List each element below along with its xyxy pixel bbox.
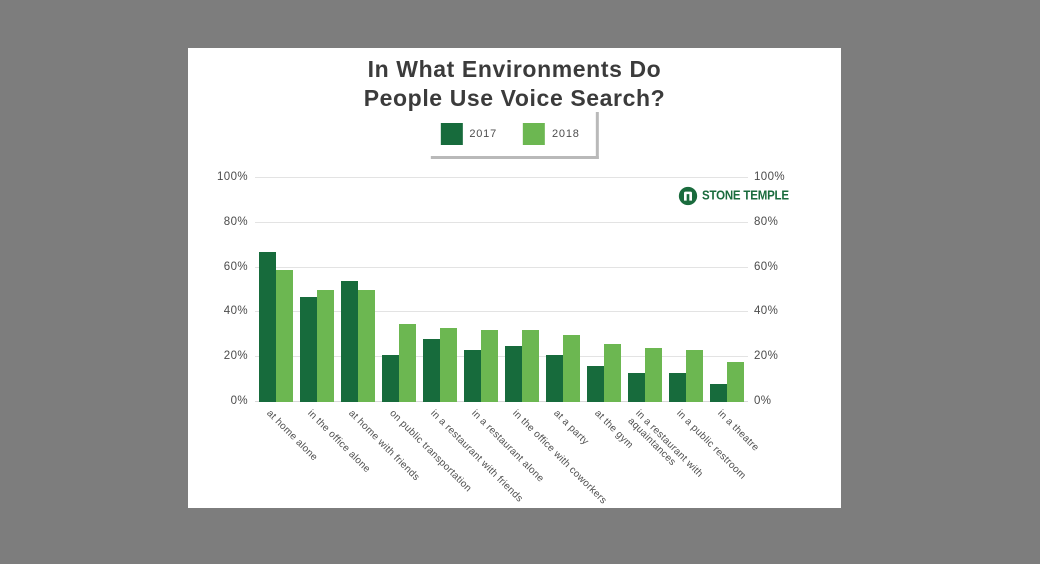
y-tick-right-0: 0% xyxy=(754,395,772,407)
y-tick-left-80: 80% xyxy=(223,215,248,228)
bar-group-at-a-party xyxy=(543,178,584,402)
x-label-at-home-with-friends: at home with friends xyxy=(345,408,422,484)
bar-2017-in-a-theatre xyxy=(710,384,728,402)
bar-2017-in-a-restaurant-with-friends xyxy=(422,339,440,402)
bar-2018-at-a-party xyxy=(563,334,581,402)
y-axis-left: 0% 20% 40% 60% 80% 100% xyxy=(188,171,248,407)
plot-area xyxy=(255,177,748,402)
bar-2018-in-a-theatre xyxy=(727,361,745,402)
bar-group-in-the-office-alone xyxy=(296,178,337,402)
bar-2018-on-public-transportation xyxy=(398,323,416,402)
legend-item-2018: 2018 xyxy=(523,123,580,145)
bar-2017-in-the-office-with-coworkers xyxy=(505,346,522,402)
y-tick-left-0: 0% xyxy=(230,395,248,407)
bar-2018-in-a-restaurant-alone xyxy=(480,330,498,402)
bar-2018-in-the-office-with-coworkers xyxy=(522,330,539,402)
legend-item-2017: 2017 xyxy=(440,123,497,145)
y-tick-right-40: 40% xyxy=(754,305,779,318)
legend-label-2018: 2018 xyxy=(552,128,580,140)
y-tick-left-20: 20% xyxy=(223,350,248,363)
x-label-on-public-transportation: on public transportation xyxy=(387,408,474,495)
gridline-80 xyxy=(255,221,748,223)
gridline-40 xyxy=(255,311,748,313)
bar-2017-at-the-gym xyxy=(587,366,605,402)
bar-group-at-the-gym xyxy=(584,178,625,402)
x-label-at-a-party: at a party xyxy=(551,408,591,448)
chart-title: In What Environments Do People Use Voice… xyxy=(188,55,841,113)
legend-swatch-2018 xyxy=(523,123,545,145)
y-tick-right-80: 80% xyxy=(754,215,779,228)
y-tick-left-100: 100% xyxy=(216,171,248,183)
stone-temple-logo-icon xyxy=(678,186,698,206)
chart-title-line2: People Use Voice Search? xyxy=(363,85,666,111)
y-axis-right: 0% 20% 40% 60% 80% 100% xyxy=(754,171,814,407)
y-tick-left-40: 40% xyxy=(223,305,248,318)
bar-group-at-home-with-friends xyxy=(337,178,378,402)
bar-2018-at-home-with-friends xyxy=(357,290,375,402)
gridline-0 xyxy=(255,401,748,402)
bar-group-on-public-transportation xyxy=(378,178,419,402)
bar-group-at-home-alone xyxy=(255,178,296,402)
bar-group-in-a-public-restroom xyxy=(666,178,707,402)
bar-2018-in-a-restaurant-with-friends xyxy=(439,328,457,402)
bar-group-in-a-restaurant-with-aquaintances xyxy=(625,178,666,402)
bar-group-in-a-restaurant-alone xyxy=(460,178,501,402)
gridline-20 xyxy=(255,356,748,358)
bar-2017-in-a-restaurant-with-aquaintances xyxy=(628,372,646,402)
x-label-in-a-restaurant-alone: in a restaurant alone xyxy=(469,408,546,485)
legend-swatch-2017 xyxy=(440,123,463,145)
bar-2018-at-the-gym xyxy=(604,343,622,402)
y-tick-right-20: 20% xyxy=(754,350,779,363)
gridline-60 xyxy=(255,266,748,268)
stone-temple-logo-text: STONE TEMPLE xyxy=(702,189,789,203)
gridline-100 xyxy=(255,177,748,178)
y-tick-right-100: 100% xyxy=(754,171,786,183)
x-label-at-the-gym: at the gym xyxy=(592,408,636,451)
bar-2017-at-a-party xyxy=(546,354,564,402)
x-label-in-a-theatre: in a theatre xyxy=(715,408,762,454)
bar-2018-in-a-public-restroom xyxy=(686,350,704,402)
bar-2017-in-a-restaurant-alone xyxy=(463,350,481,402)
bar-2017-at-home-with-friends xyxy=(340,281,358,402)
bar-2017-in-the-office-alone xyxy=(299,296,317,402)
bar-groups xyxy=(255,178,748,402)
legend-label-2017: 2017 xyxy=(469,128,497,140)
x-axis-labels: at home alone in the office alone at home … xyxy=(255,405,762,506)
bar-2018-at-home-alone xyxy=(275,269,293,402)
stone-temple-logo: STONE TEMPLE xyxy=(678,186,789,206)
y-tick-right-60: 60% xyxy=(754,260,779,273)
chart-title-line1: In What Environments Do xyxy=(367,56,662,82)
legend: 2017 2018 xyxy=(430,112,599,159)
chart-panel: In What Environments Do People Use Voice… xyxy=(188,48,841,508)
bar-group-in-the-office-with-coworkers xyxy=(501,178,542,402)
bar-2017-at-home-alone xyxy=(258,251,276,402)
bar-group-in-a-theatre xyxy=(707,178,748,402)
bar-2018-in-the-office-alone xyxy=(316,290,334,402)
bar-2017-in-a-public-restroom xyxy=(669,372,687,402)
bar-group-in-a-restaurant-with-friends xyxy=(419,178,460,402)
y-tick-left-60: 60% xyxy=(223,260,248,273)
bar-2017-on-public-transportation xyxy=(381,354,399,402)
bar-2018-in-a-restaurant-with-aquaintances xyxy=(645,348,663,402)
